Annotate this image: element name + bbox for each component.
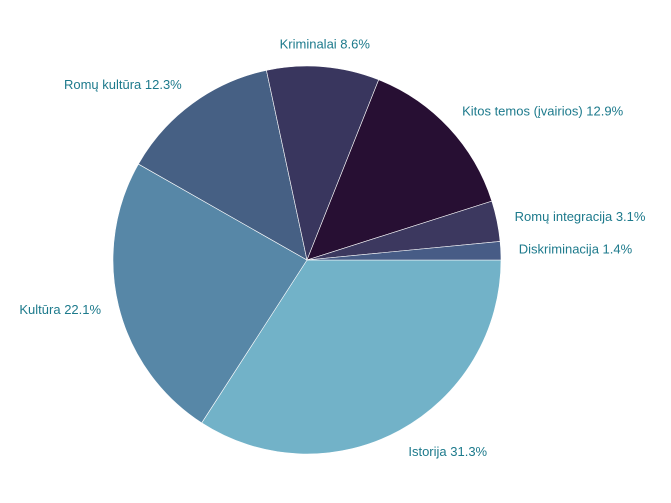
- slice-kitos-temos-ivairios: [306, 79, 493, 261]
- slice-kriminalai: [266, 65, 380, 262]
- label-diskriminacija: Diskriminacija 1.4%: [519, 241, 633, 256]
- label-kitos-temos-ivairios: Kitos temos (įvairios) 12.9%: [462, 103, 624, 118]
- slice-kultura: [112, 163, 308, 424]
- label-kultura: Kultūra 22.1%: [19, 302, 101, 317]
- label-romu-kultura: Romų kultūra 12.3%: [64, 77, 182, 92]
- pie-labels: Istorija 31.3% Kultūra 22.1% Romų kultūra …: [19, 37, 646, 459]
- label-romu-integracija: Romų integracija 3.1%: [515, 209, 646, 224]
- pie-slices: [112, 65, 502, 455]
- label-istorija: Istorija 31.3%: [408, 444, 487, 459]
- slice-romu-kultura: [137, 69, 308, 261]
- slice-diskriminacija: [306, 241, 502, 261]
- label-kriminalai: Kriminalai 8.6%: [280, 37, 371, 52]
- slice-istorija: [201, 259, 502, 455]
